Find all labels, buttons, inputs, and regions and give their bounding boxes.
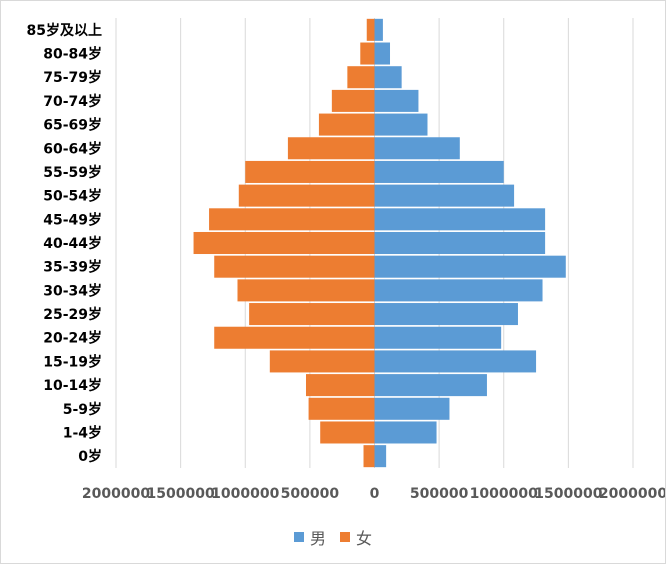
- category-label: 55-59岁: [43, 164, 102, 181]
- bar-male: [374, 89, 419, 112]
- category-label: 20-24岁: [43, 330, 102, 347]
- bar-female: [331, 89, 375, 112]
- bar-female: [214, 255, 375, 278]
- category-label: 85岁及以上: [27, 22, 102, 39]
- x-tick-label: 1000000: [211, 486, 279, 502]
- category-label: 80-84岁: [43, 46, 102, 63]
- bar-female: [237, 279, 375, 302]
- category-labels: 0岁 1-4岁 5-9岁 10-14岁 15-19岁 20-24岁 25-29岁 30-34岁…: [27, 22, 102, 465]
- bar-male: [374, 231, 546, 255]
- bar-male: [374, 18, 383, 41]
- bar-male: [374, 42, 391, 65]
- bar-female: [320, 421, 375, 444]
- category-label: 60-64岁: [43, 140, 102, 157]
- bar-female: [193, 231, 375, 255]
- category-label: 10-14岁: [43, 377, 102, 394]
- x-tick-label: 1000000: [470, 486, 538, 502]
- category-label: 30-34岁: [43, 282, 102, 299]
- bar-male: [374, 113, 428, 136]
- x-tick-label: 500000: [281, 486, 340, 502]
- legend-item-female: 女: [340, 525, 372, 549]
- bar-female: [245, 160, 375, 183]
- x-tick-label: 500000: [410, 486, 469, 502]
- bar-male: [374, 397, 450, 420]
- bar-male: [374, 160, 504, 183]
- bar-female: [249, 303, 375, 326]
- category-label: 45-49岁: [43, 211, 102, 228]
- category-label: 40-44岁: [43, 235, 102, 252]
- category-label: 15-19岁: [43, 353, 102, 370]
- bar-female: [238, 184, 375, 207]
- category-label: 50-54岁: [43, 188, 102, 205]
- legend-swatch-female: [340, 532, 350, 542]
- bar-female: [209, 208, 375, 231]
- bar-female: [318, 113, 375, 136]
- bar-male: [374, 279, 543, 302]
- bar-male: [374, 303, 518, 326]
- category-label: 65-69岁: [43, 117, 102, 134]
- legend-label-male: 男: [309, 529, 326, 548]
- bar-male: [374, 421, 437, 444]
- legend-label-female: 女: [356, 529, 373, 548]
- category-label: 70-74岁: [43, 93, 102, 110]
- bar-female: [287, 137, 375, 160]
- x-tick-label: 2000000: [599, 486, 665, 502]
- category-label: 5-9岁: [63, 401, 102, 418]
- bar-female: [347, 66, 375, 89]
- bar-male: [374, 445, 387, 468]
- bar-female: [308, 397, 375, 420]
- x-tick-label: 2000000: [82, 486, 150, 502]
- bar-female: [305, 374, 375, 397]
- category-label: 0岁: [78, 448, 102, 465]
- bar-female: [366, 18, 375, 41]
- x-tick-label: 1500000: [147, 486, 215, 502]
- x-tick-label: 1500000: [534, 486, 602, 502]
- bar-male: [374, 208, 546, 231]
- bar-male: [374, 374, 487, 397]
- bar-female: [363, 445, 375, 468]
- bar-male: [374, 255, 566, 278]
- x-tick-label: 0: [370, 486, 380, 502]
- legend: 男 女: [1, 525, 665, 549]
- category-label: 25-29岁: [43, 306, 102, 323]
- bar-male: [374, 184, 515, 207]
- bar-male: [374, 326, 502, 349]
- category-label: 75-79岁: [43, 69, 102, 86]
- bar-female: [269, 350, 375, 373]
- bar-female: [360, 42, 375, 65]
- bar-male: [374, 66, 402, 89]
- bar-male: [374, 137, 460, 160]
- bar-female: [214, 326, 375, 349]
- category-label: 35-39岁: [43, 259, 102, 276]
- legend-swatch-male: [293, 532, 304, 542]
- category-label: 1-4岁: [63, 424, 102, 441]
- legend-item-male: 男: [293, 525, 326, 549]
- bar-male: [374, 350, 537, 373]
- bars: [193, 18, 566, 468]
